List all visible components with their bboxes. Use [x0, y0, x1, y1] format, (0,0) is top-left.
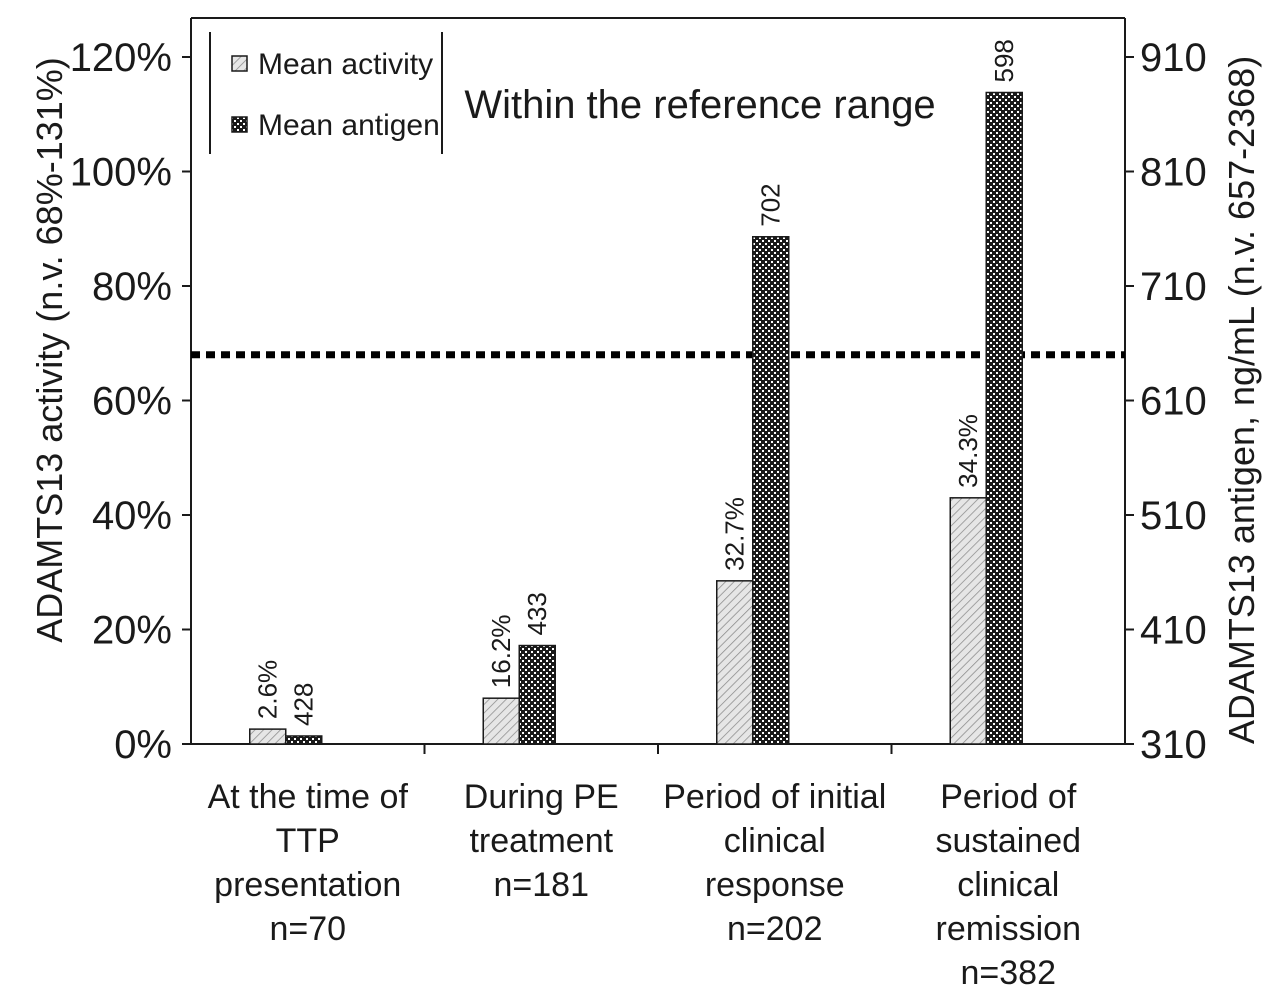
category-label: During PE: [464, 778, 619, 816]
category-label: sustained: [935, 822, 1081, 860]
category-label: remission: [936, 910, 1081, 948]
right-tick-label: 310: [1140, 723, 1207, 767]
antigen-bar: [752, 236, 790, 745]
legend-swatch-antigen: [231, 116, 248, 133]
category-label: response: [705, 866, 845, 904]
right-axis-title: ADAMTS13 antigen, ng/mL (n.v. 657-2368): [1221, 56, 1262, 744]
left-tick-label: 60%: [92, 380, 172, 424]
data-label: 32.7%: [720, 497, 750, 571]
antigen-bar: [985, 91, 1023, 745]
left-axis-title: ADAMTS13 activity (n.v. 68%-131%): [29, 57, 70, 643]
category-label: n=382: [961, 954, 1057, 992]
left-tick-label: 100%: [70, 151, 172, 195]
antigen-bar: [518, 644, 556, 745]
data-label: 702: [756, 183, 786, 226]
activity-bar: [716, 580, 754, 745]
right-tick-label: 910: [1140, 36, 1207, 80]
category-label: n=70: [269, 910, 346, 948]
right-tick-label: 810: [1140, 151, 1207, 195]
data-label: 2.6%: [253, 660, 283, 719]
category-label: treatment: [469, 822, 613, 860]
right-tick-label: 610: [1140, 380, 1207, 424]
data-label: 34.3%: [953, 414, 983, 488]
category-label: Period of: [940, 778, 1077, 816]
legend-swatch-activity: [231, 55, 248, 72]
category-label: clinical: [724, 822, 826, 860]
reference-range-annotation: Within the reference range: [464, 83, 935, 127]
category-label: clinical: [957, 866, 1059, 904]
left-tick-label: 120%: [70, 36, 172, 80]
antigen-bar: [285, 735, 323, 745]
left-tick-label: 40%: [92, 494, 172, 538]
activity-bar: [249, 728, 287, 745]
legend-label-antigen: Mean antigen: [258, 109, 440, 142]
right-tick-label: 510: [1140, 494, 1207, 538]
right-tick-label: 410: [1140, 609, 1207, 653]
data-label: 16.2%: [486, 614, 516, 688]
data-label: 433: [522, 592, 552, 635]
right-tick-label: 710: [1140, 265, 1207, 309]
data-label: 598: [989, 39, 1019, 82]
category-label: Period of initial: [663, 778, 886, 816]
category-label: At the time of: [208, 778, 409, 816]
activity-bar: [949, 497, 987, 745]
category-label: n=181: [494, 866, 590, 904]
legend: Mean activity Mean antigen: [209, 32, 443, 154]
activity-bar: [482, 697, 520, 745]
category-label: TTP: [276, 822, 340, 860]
left-tick-label: 0%: [114, 723, 172, 767]
left-tick-label: 20%: [92, 609, 172, 653]
left-tick-label: 80%: [92, 265, 172, 309]
data-label: 428: [289, 683, 319, 726]
legend-label-activity: Mean activity: [258, 48, 433, 81]
category-label: n=202: [727, 910, 823, 948]
category-label: presentation: [214, 866, 401, 904]
